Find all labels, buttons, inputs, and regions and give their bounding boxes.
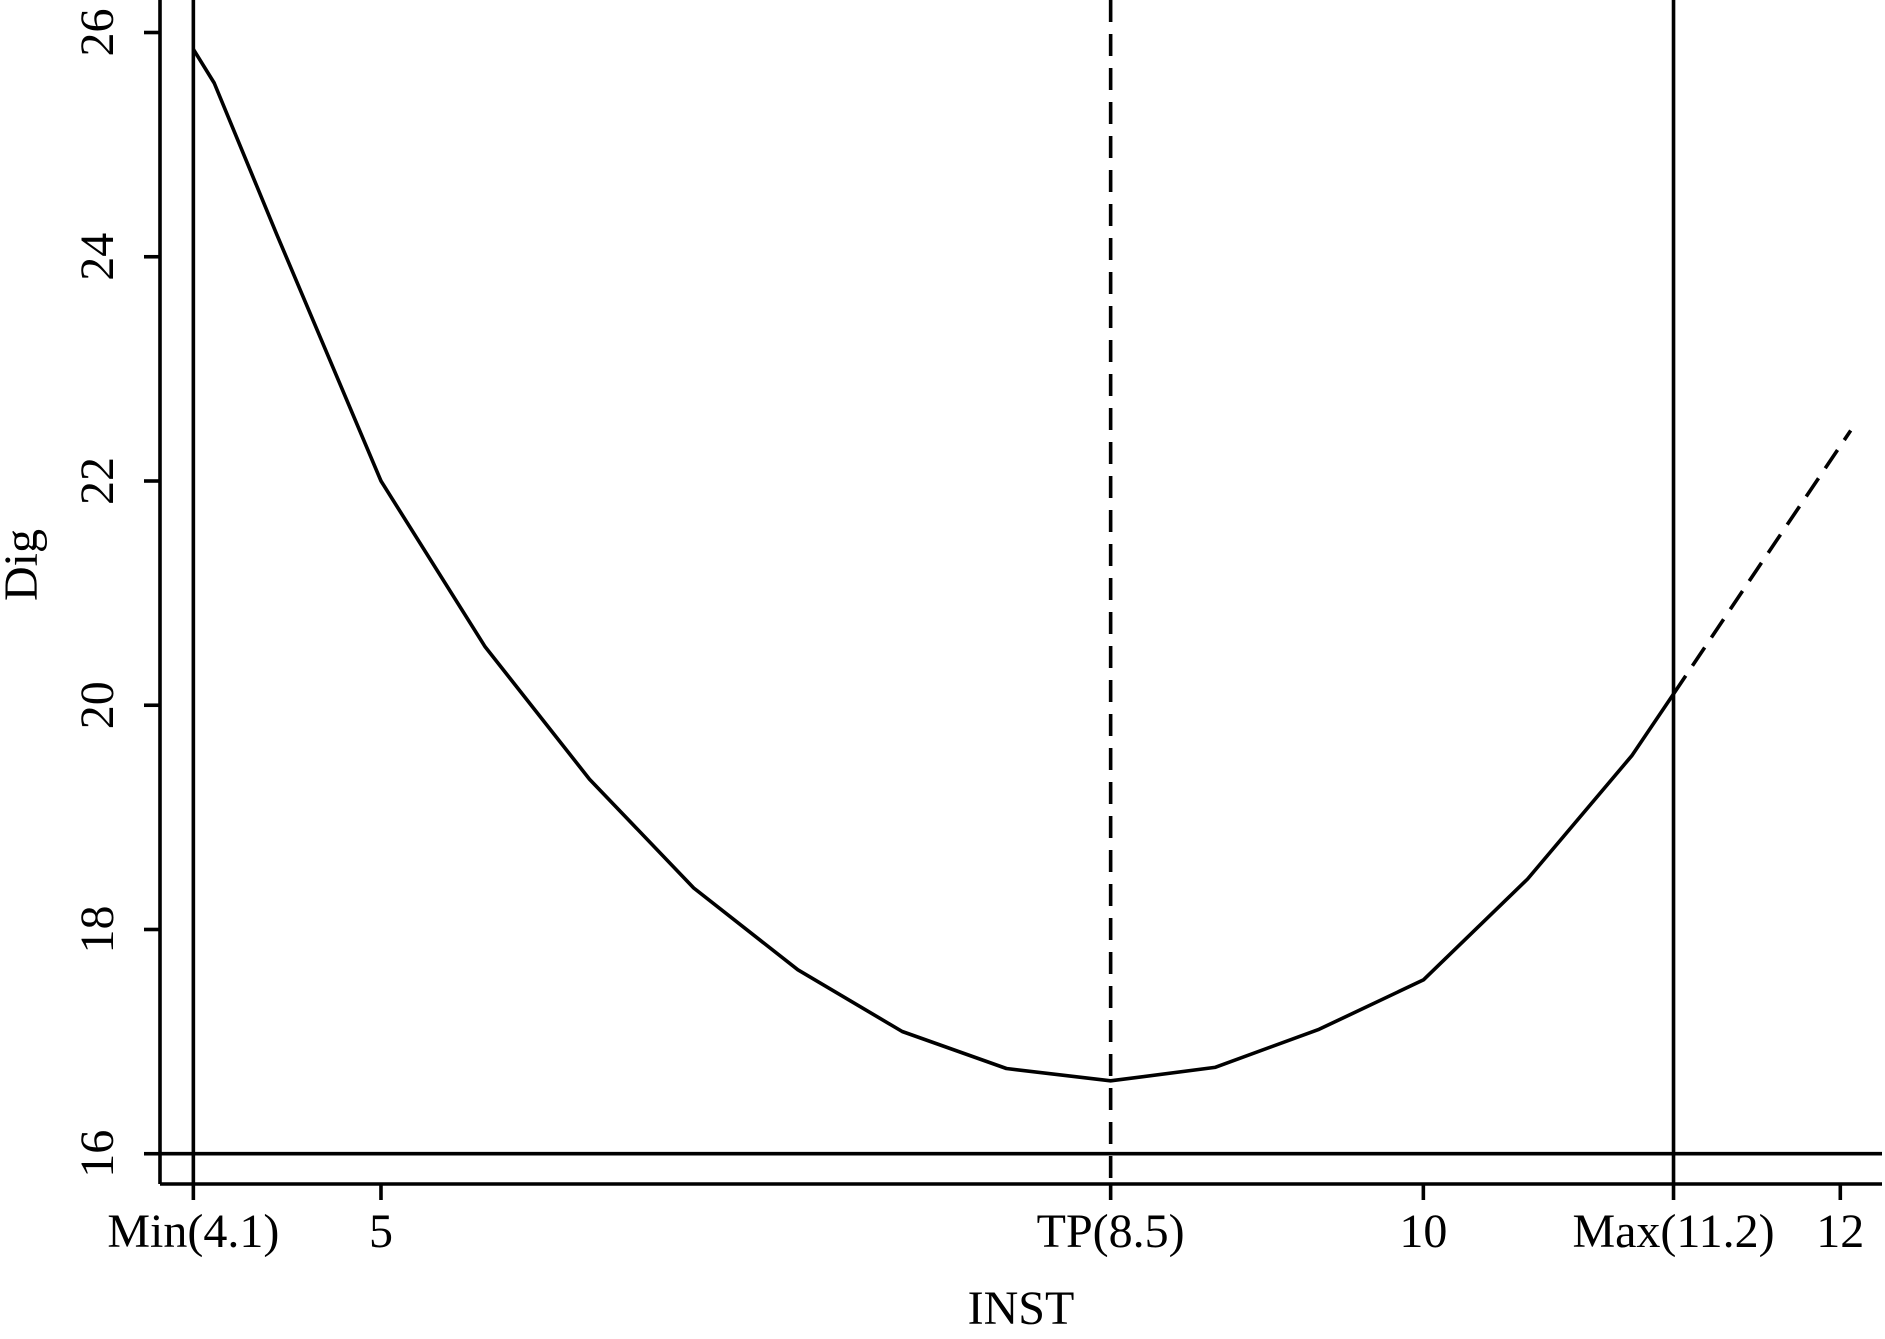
y-tick-label: 20 (71, 681, 124, 729)
y-axis-title: Dig (0, 529, 48, 601)
y-tick-label: 24 (71, 233, 124, 281)
x-axis-title: INST (968, 1282, 1075, 1335)
data-line (191, 48, 1675, 1083)
y-tick-label: 22 (71, 457, 124, 505)
y-tick-label: 18 (71, 905, 124, 953)
x-tick-label: 12 (1816, 1205, 1864, 1258)
x-tick-label: Min(4.1) (107, 1205, 279, 1258)
x-tick-label: 5 (369, 1205, 393, 1258)
x-tick-label: 10 (1399, 1205, 1447, 1258)
y-tick-label: 16 (71, 1130, 124, 1178)
data-line (1672, 429, 1853, 696)
x-tick-label: Max(11.2) (1572, 1205, 1774, 1258)
y-tick-label: 26 (71, 9, 124, 57)
x-tick-label: TP(8.5) (1037, 1205, 1185, 1258)
